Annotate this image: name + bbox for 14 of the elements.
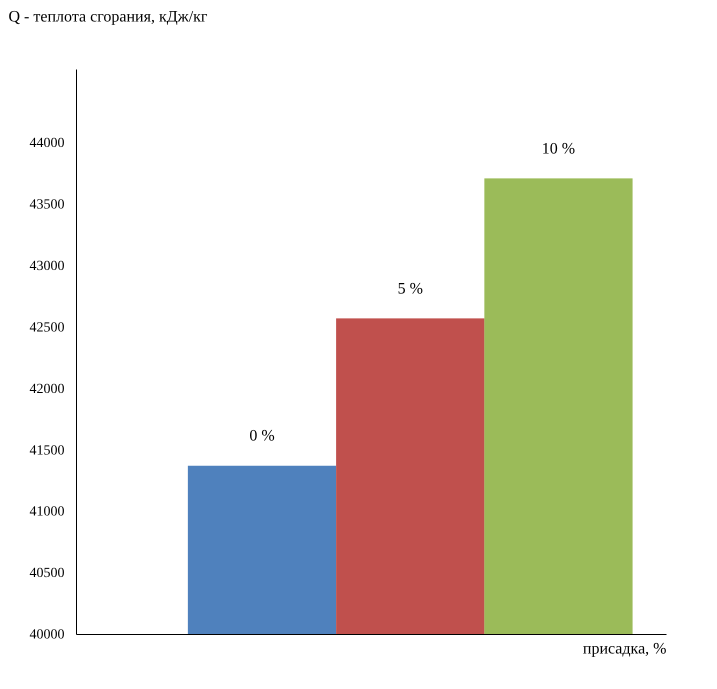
y-tick-label: 43500 [30,198,64,213]
y-tick-label: 43000 [30,259,64,274]
x-tick-label: 0 % [249,428,275,445]
y-tick-label: 41000 [30,504,64,520]
x-tick-label: 5 % [398,280,423,298]
x-tick-label: 10 % [542,140,576,158]
y-tick-label: 42000 [30,382,64,397]
y-tick-label: 40500 [30,566,64,582]
y-axis-title: Q - теплота сгорания, кДж/кг [8,8,208,26]
y-tick-label: 41500 [30,443,64,458]
y-tick-label: 42500 [30,320,64,336]
x-axis-title: присадка, % [582,640,666,658]
y-tick-label: 40000 [30,628,64,642]
y-tick-label: 44000 [30,136,64,152]
